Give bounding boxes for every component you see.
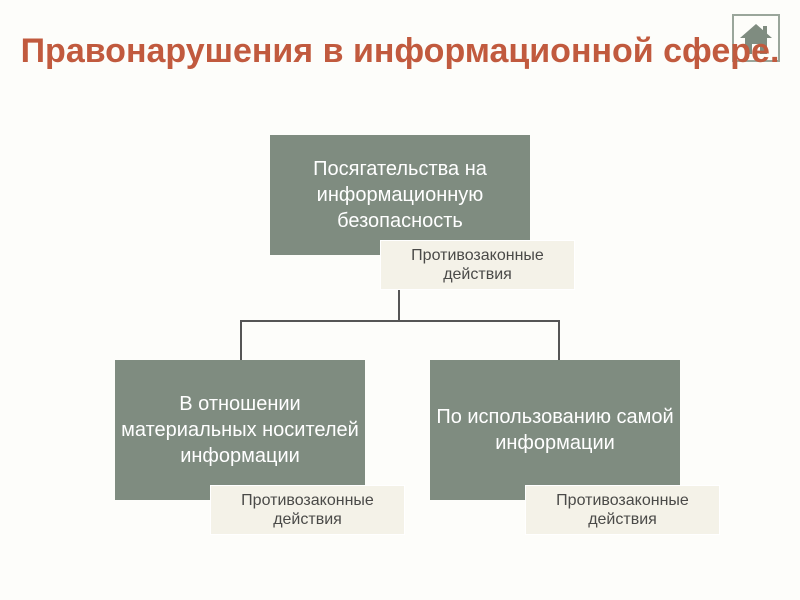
diagram-left-node: В отношении материальных носителей инфор…: [115, 360, 365, 500]
diagram-right-sublabel-text: Противозаконные действия: [526, 491, 719, 529]
connector: [240, 320, 560, 322]
diagram-left-sublabel-text: Противозаконные действия: [211, 491, 404, 529]
connector: [558, 320, 560, 360]
diagram-left-sublabel: Противозаконные действия: [210, 485, 405, 535]
connector: [240, 320, 242, 360]
diagram-root-node: Посягательства на информационную безопас…: [270, 135, 530, 255]
slide: Правонарушения в информационной сфере. П…: [0, 0, 800, 600]
diagram-left-text: В отношении материальных носителей инфор…: [115, 391, 365, 469]
connector: [398, 290, 400, 320]
diagram-right-sublabel: Противозаконные действия: [525, 485, 720, 535]
slide-title: Правонарушения в информационной сфере.: [0, 30, 800, 73]
diagram-root-sublabel: Противозаконные действия: [380, 240, 575, 290]
diagram-right-node: По использованию самой информации: [430, 360, 680, 500]
diagram-right-text: По использованию самой информации: [430, 404, 680, 456]
diagram-root-text: Посягательства на информационную безопас…: [270, 156, 530, 234]
diagram-root-sublabel-text: Противозаконные действия: [381, 246, 574, 284]
